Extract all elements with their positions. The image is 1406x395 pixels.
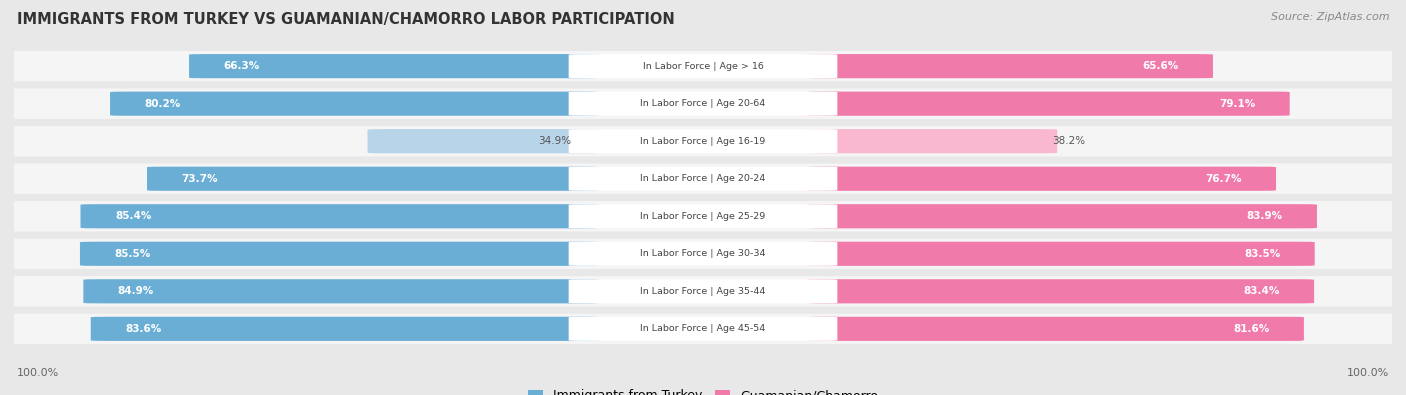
Text: In Labor Force | Age 30-34: In Labor Force | Age 30-34 xyxy=(640,249,766,258)
Text: 73.7%: 73.7% xyxy=(181,174,218,184)
FancyBboxPatch shape xyxy=(0,88,1406,119)
FancyBboxPatch shape xyxy=(807,317,1303,341)
FancyBboxPatch shape xyxy=(807,242,1315,266)
FancyBboxPatch shape xyxy=(807,279,1315,303)
Text: In Labor Force | Age > 16: In Labor Force | Age > 16 xyxy=(643,62,763,71)
Legend: Immigrants from Turkey, Guamanian/Chamorro: Immigrants from Turkey, Guamanian/Chamor… xyxy=(523,384,883,395)
FancyBboxPatch shape xyxy=(0,51,1406,81)
Text: In Labor Force | Age 20-24: In Labor Force | Age 20-24 xyxy=(640,174,766,183)
FancyBboxPatch shape xyxy=(568,279,838,303)
FancyBboxPatch shape xyxy=(807,167,1277,191)
FancyBboxPatch shape xyxy=(83,279,599,303)
Text: 81.6%: 81.6% xyxy=(1233,324,1270,334)
Text: 85.5%: 85.5% xyxy=(114,249,150,259)
FancyBboxPatch shape xyxy=(568,242,838,266)
Text: 83.6%: 83.6% xyxy=(125,324,162,334)
FancyBboxPatch shape xyxy=(568,317,838,341)
Text: 76.7%: 76.7% xyxy=(1205,174,1241,184)
Text: Source: ZipAtlas.com: Source: ZipAtlas.com xyxy=(1271,12,1389,22)
FancyBboxPatch shape xyxy=(807,204,1317,228)
FancyBboxPatch shape xyxy=(91,317,599,341)
FancyBboxPatch shape xyxy=(807,129,1057,153)
Text: In Labor Force | Age 35-44: In Labor Force | Age 35-44 xyxy=(640,287,766,296)
FancyBboxPatch shape xyxy=(0,239,1406,269)
Text: 100.0%: 100.0% xyxy=(1347,368,1389,378)
FancyBboxPatch shape xyxy=(0,314,1406,344)
FancyBboxPatch shape xyxy=(0,201,1406,231)
FancyBboxPatch shape xyxy=(110,92,599,116)
FancyBboxPatch shape xyxy=(0,164,1406,194)
Text: 100.0%: 100.0% xyxy=(17,368,59,378)
FancyBboxPatch shape xyxy=(188,54,599,78)
Text: 65.6%: 65.6% xyxy=(1142,61,1178,71)
Text: 83.5%: 83.5% xyxy=(1244,249,1281,259)
Text: 79.1%: 79.1% xyxy=(1219,99,1256,109)
FancyBboxPatch shape xyxy=(807,54,1213,78)
Text: 83.9%: 83.9% xyxy=(1246,211,1282,221)
FancyBboxPatch shape xyxy=(0,126,1406,156)
Text: 83.4%: 83.4% xyxy=(1243,286,1279,296)
FancyBboxPatch shape xyxy=(568,92,838,116)
Text: 66.3%: 66.3% xyxy=(224,61,260,71)
Text: IMMIGRANTS FROM TURKEY VS GUAMANIAN/CHAMORRO LABOR PARTICIPATION: IMMIGRANTS FROM TURKEY VS GUAMANIAN/CHAM… xyxy=(17,12,675,27)
FancyBboxPatch shape xyxy=(568,54,838,78)
Text: 80.2%: 80.2% xyxy=(145,99,181,109)
Text: 85.4%: 85.4% xyxy=(115,211,152,221)
FancyBboxPatch shape xyxy=(807,92,1289,116)
Text: 34.9%: 34.9% xyxy=(538,136,571,146)
FancyBboxPatch shape xyxy=(80,242,599,266)
FancyBboxPatch shape xyxy=(568,129,838,153)
Text: In Labor Force | Age 25-29: In Labor Force | Age 25-29 xyxy=(640,212,766,221)
Text: In Labor Force | Age 20-64: In Labor Force | Age 20-64 xyxy=(640,99,766,108)
FancyBboxPatch shape xyxy=(367,129,599,153)
Text: 38.2%: 38.2% xyxy=(1052,136,1085,146)
Text: 84.9%: 84.9% xyxy=(118,286,155,296)
FancyBboxPatch shape xyxy=(568,167,838,191)
Text: In Labor Force | Age 16-19: In Labor Force | Age 16-19 xyxy=(640,137,766,146)
FancyBboxPatch shape xyxy=(568,204,838,228)
FancyBboxPatch shape xyxy=(80,204,599,228)
Text: In Labor Force | Age 45-54: In Labor Force | Age 45-54 xyxy=(640,324,766,333)
FancyBboxPatch shape xyxy=(148,167,599,191)
FancyBboxPatch shape xyxy=(0,276,1406,307)
